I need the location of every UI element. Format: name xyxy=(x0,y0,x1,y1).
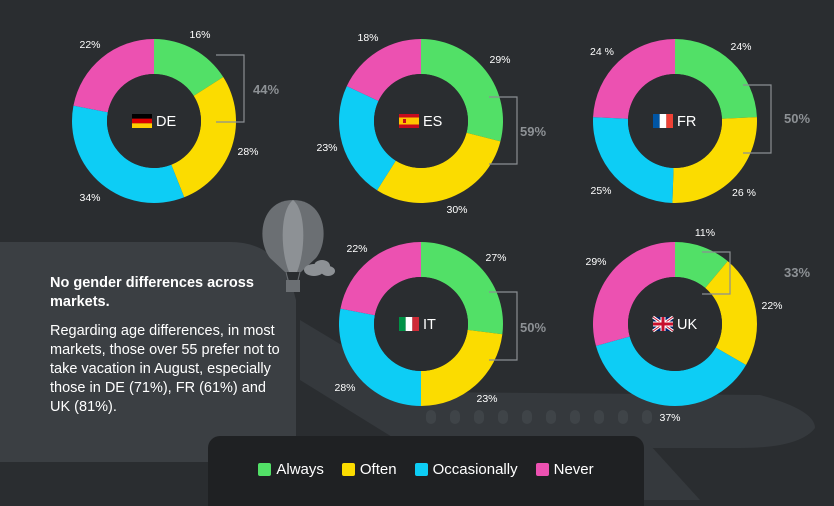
value-label: 22% xyxy=(761,300,782,312)
legend-swatch xyxy=(341,462,355,476)
donut-hole xyxy=(374,74,468,168)
country-label: IT xyxy=(423,317,436,333)
donut-chart-it: IT 27% 23% 28% 22% 50% xyxy=(334,242,546,406)
slice-occasionally xyxy=(339,86,396,191)
notes-heading: No gender differences across markets. xyxy=(50,275,254,310)
slice-occasionally xyxy=(595,336,747,406)
value-label: 26 % xyxy=(732,187,756,199)
bracket-total-label: 50% xyxy=(520,320,546,335)
value-label: 27% xyxy=(485,252,506,264)
value-label: 16% xyxy=(189,29,210,41)
slice-occasionally xyxy=(593,117,674,203)
donut-hole xyxy=(628,277,722,371)
donut-hole xyxy=(107,74,201,168)
notes-body: Regarding age differences, in most marke… xyxy=(50,323,280,415)
value-label: 24% xyxy=(730,41,751,53)
slice-always xyxy=(675,39,757,119)
flag-it-icon xyxy=(399,317,419,331)
value-label: 23% xyxy=(476,393,497,405)
slice-always xyxy=(421,242,503,335)
donut-hole xyxy=(374,277,468,371)
slice-occasionally xyxy=(72,105,185,203)
slice-often xyxy=(171,77,236,198)
bracket-line xyxy=(743,84,772,154)
value-label: 28% xyxy=(237,146,258,158)
bracket-total-label: 33% xyxy=(784,265,810,280)
bracket-line xyxy=(702,251,731,295)
legend-label: Occasionally xyxy=(432,460,518,478)
country-label: DE xyxy=(156,114,176,130)
flag-es-icon xyxy=(399,114,419,128)
value-label: 30% xyxy=(446,204,467,216)
value-label: 29% xyxy=(489,54,510,66)
slice-often xyxy=(705,261,757,365)
value-label: 34% xyxy=(79,192,100,204)
bracket-total-label: 50% xyxy=(784,111,810,126)
slice-always xyxy=(675,242,728,288)
slice-often xyxy=(672,117,757,203)
slice-always xyxy=(421,39,503,142)
airplane-windows xyxy=(426,410,652,424)
value-label: 25% xyxy=(590,185,611,197)
slice-often xyxy=(421,329,503,406)
flag-fr-icon xyxy=(653,114,673,128)
value-label: 24 % xyxy=(590,46,614,58)
value-label: 37% xyxy=(659,412,680,424)
hot-air-balloon-icon xyxy=(262,200,324,292)
legend-label: Never xyxy=(553,460,594,478)
bracket-total-label: 59% xyxy=(520,124,546,139)
value-label: 11% xyxy=(695,227,715,239)
donut-chart-de: DE 16% 28% 34% 22% 44% xyxy=(72,29,279,204)
legend-label: Always xyxy=(276,460,324,478)
country-label: ES xyxy=(423,114,442,130)
slice-occasionally xyxy=(338,308,421,406)
legend-swatch xyxy=(414,462,428,476)
bracket-total-label: 44% xyxy=(253,82,279,97)
value-label: 23% xyxy=(316,142,337,154)
slice-never xyxy=(593,242,675,346)
country-label: FR xyxy=(677,114,696,130)
cloud-icon xyxy=(304,260,335,276)
value-label: 18% xyxy=(357,32,378,44)
value-label: 28% xyxy=(334,382,355,394)
bracket-line xyxy=(489,291,518,361)
donut-chart-uk: UK 11% 22% 37% 29% 33% xyxy=(585,227,810,424)
value-label: 22% xyxy=(79,39,100,51)
legend-item-always: Always xyxy=(258,461,324,478)
bracket-line xyxy=(216,54,245,123)
slice-never xyxy=(593,39,675,119)
donut-hole xyxy=(628,74,722,168)
donut-chart-es: ES 29% 30% 23% 18% 59% xyxy=(316,32,546,216)
legend-swatch xyxy=(535,462,549,476)
value-label: 22% xyxy=(346,243,367,255)
flag-de-icon xyxy=(132,114,152,128)
country-label: UK xyxy=(677,317,697,333)
info-text: No gender differences across markets. Re… xyxy=(50,274,280,417)
bracket-line xyxy=(489,96,518,165)
legend-item-often: Often xyxy=(341,460,397,478)
slice-never xyxy=(340,242,421,316)
slice-always xyxy=(154,39,224,96)
legend: Always Often Occasionally Never xyxy=(208,436,644,506)
legend-swatch xyxy=(258,462,272,476)
slice-never xyxy=(346,39,421,101)
donut-chart-fr: FR 24% 26 % 25% 24 % 50% xyxy=(590,39,810,203)
info-panel-background xyxy=(0,242,296,462)
slice-often xyxy=(377,132,501,203)
value-label: 29% xyxy=(585,256,606,268)
slice-never xyxy=(73,39,154,113)
legend-label: Often xyxy=(359,460,397,478)
flag-uk-icon xyxy=(652,315,674,333)
legend-item-occasionally: Occasionally xyxy=(414,460,518,478)
legend-item-never: Never xyxy=(535,460,594,478)
